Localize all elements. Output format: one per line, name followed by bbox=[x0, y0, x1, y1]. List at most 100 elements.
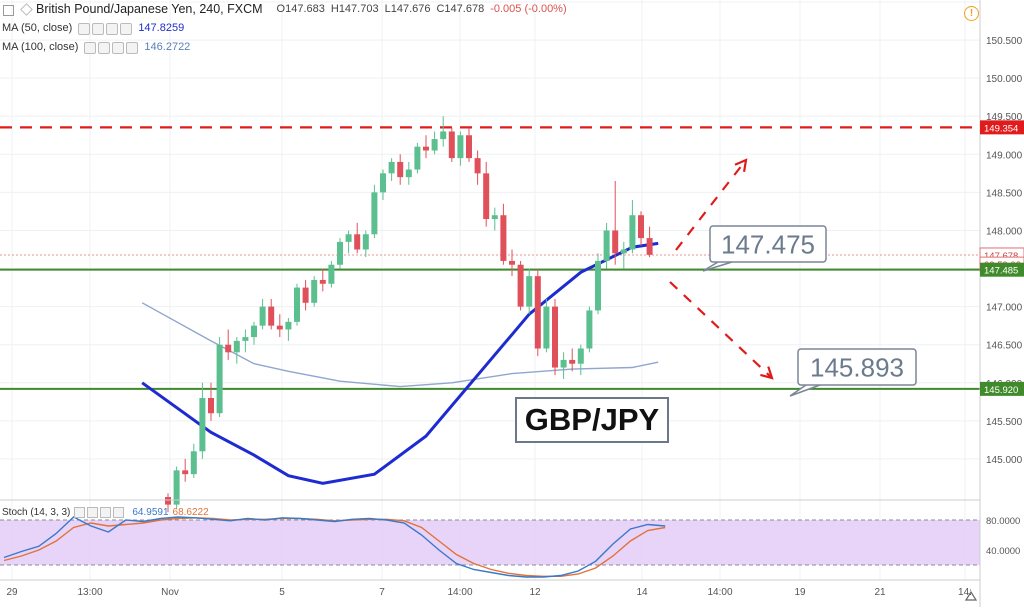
candle-body bbox=[233, 340, 240, 353]
candle-body bbox=[302, 287, 309, 303]
candle-body bbox=[423, 146, 429, 151]
price-tag bbox=[980, 262, 1024, 277]
candle-body bbox=[199, 398, 206, 452]
price-tag-label: 147.678 bbox=[984, 251, 1018, 262]
support-callout-box bbox=[797, 348, 917, 386]
price-tag bbox=[980, 381, 1024, 396]
candle-body bbox=[311, 279, 318, 303]
candle-body bbox=[440, 131, 447, 140]
ma50-label[interactable]: MA (50, close) bbox=[2, 22, 73, 34]
bullish-arrow bbox=[675, 159, 747, 251]
candle-body bbox=[500, 215, 507, 261]
pair-label-text: GBP/JPY bbox=[525, 402, 660, 437]
candle-body bbox=[560, 359, 567, 368]
ma100-line bbox=[141, 302, 659, 388]
price-tick-label: 150.500 bbox=[986, 36, 1023, 47]
bearish-arrow bbox=[669, 281, 773, 379]
time-tick-label: 7 bbox=[379, 587, 385, 598]
candle-body bbox=[569, 359, 576, 364]
ma100-value: 146.2722 bbox=[144, 41, 191, 53]
time-tick-label: 14 bbox=[636, 587, 648, 598]
plus-icon bbox=[106, 22, 119, 35]
candle-body bbox=[319, 279, 326, 284]
ma100-label[interactable]: MA (100, close) bbox=[2, 41, 79, 53]
close-icon bbox=[113, 507, 125, 518]
candle-body bbox=[509, 260, 515, 265]
candle-body bbox=[603, 230, 610, 261]
price-callouts: 147.475 145.893 GBP/JPY bbox=[515, 225, 917, 443]
ma100-controls[interactable] bbox=[84, 41, 139, 54]
stoch-legend: Stoch (14, 3, 3) 64.9591 68.6222 bbox=[2, 507, 209, 518]
candle-body bbox=[577, 348, 584, 364]
warning-icon[interactable]: ! bbox=[964, 6, 979, 21]
time-tick-label: 13:00 bbox=[77, 587, 102, 598]
time-tick-label: 19 bbox=[794, 587, 806, 598]
stochastic-pane bbox=[0, 499, 980, 578]
candlesticks bbox=[165, 116, 653, 513]
stoch-tick-label: 40.0000 bbox=[986, 546, 1020, 557]
resistance-callout-box bbox=[709, 225, 827, 263]
ma50-line bbox=[141, 241, 659, 485]
price-tick-label: 146.500 bbox=[986, 341, 1023, 352]
eye-icon bbox=[74, 507, 86, 518]
candle-body bbox=[457, 135, 464, 159]
projection-arrows bbox=[669, 158, 774, 380]
candle-body bbox=[586, 310, 593, 349]
candle-body bbox=[612, 230, 619, 254]
candle-body bbox=[620, 249, 627, 254]
support-callout-pointer bbox=[789, 384, 821, 397]
candle-body bbox=[448, 131, 455, 159]
candle-body bbox=[294, 287, 300, 322]
price-tick-label: 147.000 bbox=[986, 303, 1023, 314]
plus-icon bbox=[100, 507, 112, 518]
chart-legend: British Pound/Japanese Yen, 240, FXCM O1… bbox=[0, 0, 567, 57]
stoch-controls[interactable] bbox=[74, 507, 125, 518]
price-tick-label: 145.500 bbox=[986, 417, 1023, 428]
candle-body bbox=[285, 321, 292, 330]
candle-body bbox=[216, 344, 223, 414]
candle-body bbox=[474, 158, 481, 174]
candle-body bbox=[491, 215, 498, 220]
price-tick-label: 149.500 bbox=[986, 112, 1023, 123]
candle-body bbox=[328, 264, 335, 284]
ma50-polyline bbox=[141, 241, 659, 485]
candle-body bbox=[388, 161, 395, 174]
close-icon bbox=[120, 22, 133, 35]
candle-body bbox=[466, 135, 472, 159]
stoch-k-line bbox=[3, 516, 666, 578]
price-tick-label: 148.500 bbox=[986, 188, 1023, 199]
stoch-label[interactable]: Stoch (14, 3, 3) bbox=[2, 507, 71, 518]
candle-body bbox=[259, 306, 266, 326]
candle-body bbox=[595, 260, 601, 311]
candle-body bbox=[629, 215, 636, 250]
candle-body bbox=[190, 451, 197, 475]
price-tag-label: 145.920 bbox=[984, 385, 1018, 396]
candle-body bbox=[182, 470, 189, 475]
stoch-band bbox=[0, 520, 980, 565]
time-tick-label: 21 bbox=[874, 587, 886, 598]
candle-body bbox=[251, 325, 257, 338]
stoch-d-value: 68.6222 bbox=[172, 507, 209, 518]
ma50-controls[interactable] bbox=[78, 22, 133, 35]
candle-body bbox=[208, 398, 214, 414]
chart-settings-icon[interactable] bbox=[963, 589, 979, 603]
candle-body bbox=[225, 344, 232, 353]
bullish-arrow-head bbox=[734, 158, 748, 173]
price-tag bbox=[980, 120, 1024, 135]
collapse-icon[interactable] bbox=[3, 5, 14, 16]
candle-body bbox=[526, 276, 533, 307]
candle-body bbox=[543, 306, 550, 349]
time-tick-label: 12 bbox=[529, 587, 541, 598]
candle-body bbox=[362, 234, 369, 250]
candle-body bbox=[414, 146, 421, 170]
candle-body bbox=[371, 192, 378, 235]
candle-body bbox=[165, 497, 171, 505]
eye-icon bbox=[78, 22, 91, 35]
instrument-title[interactable]: British Pound/Japanese Yen, 240, FXCM bbox=[36, 2, 263, 16]
price-change: -0.005 (-0.00%) bbox=[490, 3, 567, 15]
candle-body bbox=[552, 306, 558, 368]
candle-body bbox=[345, 234, 352, 242]
price-axis: 150.500 150.000 149.500 149.000 148.500 148.0… bbox=[979, 0, 1024, 607]
close-icon bbox=[126, 41, 139, 54]
